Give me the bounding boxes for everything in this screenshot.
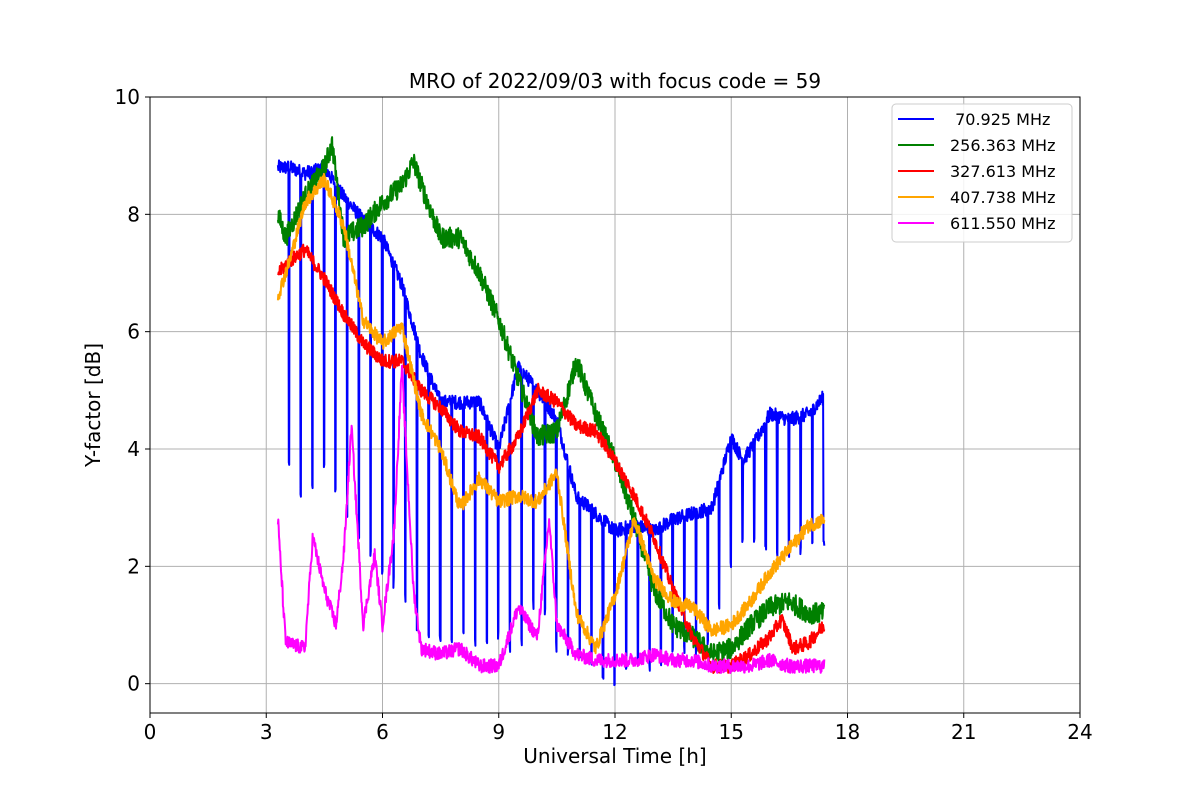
y-tick-label: 4	[127, 437, 140, 461]
legend-label: 70.925 MHz	[950, 110, 1050, 129]
y-tick-label: 2	[127, 554, 140, 578]
chart-title: MRO of 2022/09/03 with focus code = 59	[409, 69, 821, 93]
series-line-3	[276, 172, 826, 655]
legend-label: 327.613 MHz	[950, 162, 1055, 181]
y-tick-label: 0	[127, 672, 140, 696]
x-tick-label: 18	[835, 720, 860, 744]
y-tick-label: 8	[127, 202, 140, 226]
x-tick-label: 6	[376, 720, 389, 744]
x-axis-label: Universal Time [h]	[523, 744, 706, 768]
y-tick-label: 10	[115, 85, 140, 109]
legend: 70.925 MHz 256.363 MHz 327.613 MHz 407.738 …	[891, 103, 1073, 243]
legend-label: 256.363 MHz	[950, 136, 1055, 155]
series-line-4	[276, 364, 826, 674]
y-tick-label: 6	[127, 320, 140, 344]
x-tick-label: 24	[1067, 720, 1092, 744]
x-tick-label: 0	[144, 720, 157, 744]
legend-box	[891, 103, 1073, 243]
x-tick-label: 21	[951, 720, 976, 744]
series-layer	[276, 136, 826, 687]
x-tick-label: 9	[492, 720, 505, 744]
x-tick-label: 15	[719, 720, 744, 744]
legend-label: 407.738 MHz	[950, 188, 1055, 207]
x-tick-label: 12	[602, 720, 627, 744]
x-tick-label: 3	[260, 720, 273, 744]
y-axis-label: Y-factor [dB]	[81, 343, 105, 468]
legend-label: 611.550 MHz	[950, 214, 1055, 233]
series-line-0	[276, 159, 826, 687]
series-line-1	[276, 136, 826, 666]
